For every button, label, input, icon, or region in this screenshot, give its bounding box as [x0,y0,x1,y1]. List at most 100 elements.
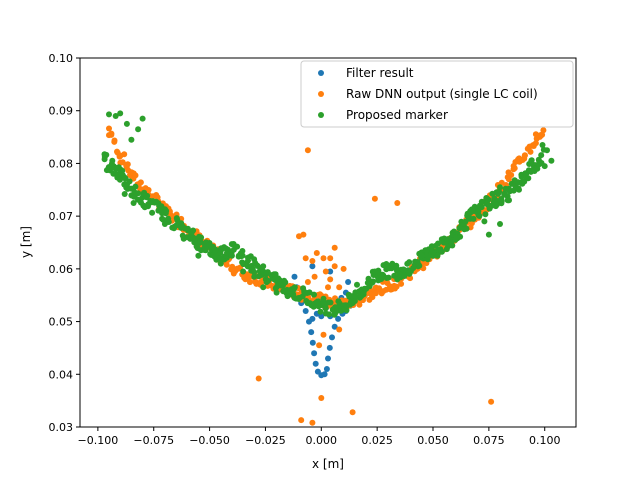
point-proposed-marker [217,249,224,256]
y-tick-label: 0.10 [49,52,74,65]
point-raw-dnn-output [331,263,338,270]
point-proposed-marker [393,262,400,269]
point-raw-dnn-output [124,161,131,168]
point-proposed-marker [476,213,483,219]
legend-label-filter-result: Filter result [346,66,414,80]
x-tick-label: 0.000 [306,434,338,447]
point-raw-dnn-output [311,273,318,280]
point-proposed-marker [251,269,258,276]
legend: Filter result Raw DNN output (single LC … [300,60,574,128]
point-filter-result [331,323,338,330]
point-raw-dnn-output [336,326,343,333]
point-proposed-marker [476,202,483,209]
point-filter-result [309,263,316,270]
legend-marker-raw-dnn-output [318,91,324,97]
point-proposed-marker [317,308,324,315]
point-proposed-marker [133,190,140,197]
point-raw-dnn-output [132,172,139,179]
point-raw-dnn-output [298,417,305,424]
point-proposed-marker [240,268,247,275]
point-proposed-marker [497,221,503,227]
point-proposed-marker [343,307,350,314]
y-tick-label: 0.03 [49,421,74,434]
point-raw-dnn-output [300,231,307,238]
point-raw-dnn-output [320,255,327,262]
point-raw-dnn-output [325,284,331,291]
point-filter-result [302,308,309,314]
point-proposed-marker [106,111,112,118]
point-proposed-marker [273,289,280,296]
point-raw-dnn-output [106,125,112,132]
point-proposed-marker [475,208,482,215]
point-proposed-marker [253,262,260,269]
point-raw-dnn-output [331,244,338,251]
point-raw-dnn-output [229,263,236,270]
point-proposed-marker [465,215,472,222]
point-raw-dnn-output [313,250,320,256]
point-proposed-marker [385,274,392,281]
y-tick-label: 0.04 [49,368,74,381]
point-proposed-marker [515,185,522,192]
point-raw-dnn-output [327,276,334,283]
point-proposed-marker [485,196,492,203]
point-proposed-marker [496,188,503,195]
point-raw-dnn-output [247,279,253,286]
point-raw-dnn-output [111,137,118,144]
point-proposed-marker [438,248,445,255]
point-raw-dnn-output [309,419,316,426]
point-raw-dnn-output [145,187,152,193]
point-filter-result [309,339,316,346]
point-raw-dnn-output [309,258,316,264]
point-proposed-marker [157,205,164,212]
point-proposed-marker [394,276,401,283]
point-proposed-marker [470,215,477,222]
point-proposed-marker [135,126,142,133]
point-proposed-marker [265,277,272,284]
point-filter-result [323,366,330,372]
point-proposed-marker [112,113,119,119]
point-proposed-marker [544,147,550,154]
point-proposed-marker [407,268,414,275]
point-filter-result [291,273,298,280]
point-proposed-marker [497,184,503,191]
point-proposed-marker [126,178,133,185]
y-axis-label: y [m] [19,226,33,258]
point-raw-dnn-output [393,283,400,290]
point-proposed-marker [228,252,235,259]
point-proposed-marker [418,252,425,259]
point-raw-dnn-output [320,331,327,338]
point-raw-dnn-output [255,375,262,382]
point-proposed-marker [121,191,128,197]
point-proposed-marker [239,248,246,254]
point-proposed-marker [354,281,360,288]
point-proposed-marker [130,200,137,206]
legend-label-raw-dnn-output: Raw DNN output (single LC coil) [346,87,538,101]
point-filter-result [308,329,315,336]
point-proposed-marker [485,231,492,238]
point-filter-result [311,350,318,357]
y-axis: 0.03 0.04 0.05 0.06 0.07 0.08 0.09 0.10 [49,52,80,434]
point-proposed-marker [123,120,130,127]
point-proposed-marker [325,311,332,318]
point-proposed-marker [234,243,241,250]
point-raw-dnn-output [304,147,311,154]
y-tick-label: 0.05 [49,316,74,329]
legend-label-proposed-marker: Proposed marker [346,108,448,122]
x-tick-label: 0.075 [473,434,505,447]
point-proposed-marker [184,234,191,241]
point-proposed-marker [141,204,148,211]
point-proposed-marker [435,240,441,247]
point-raw-dnn-output [322,268,329,275]
point-proposed-marker [434,252,441,259]
y-tick-label: 0.06 [49,263,74,276]
y-tick-label: 0.07 [49,210,74,223]
point-raw-dnn-output [121,151,128,158]
x-axis: −0.100 −0.075 −0.050 −0.025 0.000 0.025 0.050 0… [78,427,561,447]
point-proposed-marker [149,209,156,216]
point-proposed-marker [498,196,505,202]
x-tick-label: 0.100 [529,434,561,447]
point-proposed-marker [457,233,464,240]
point-proposed-marker [481,218,488,225]
point-filter-result [321,371,328,378]
x-tick-label: −0.075 [133,434,174,447]
